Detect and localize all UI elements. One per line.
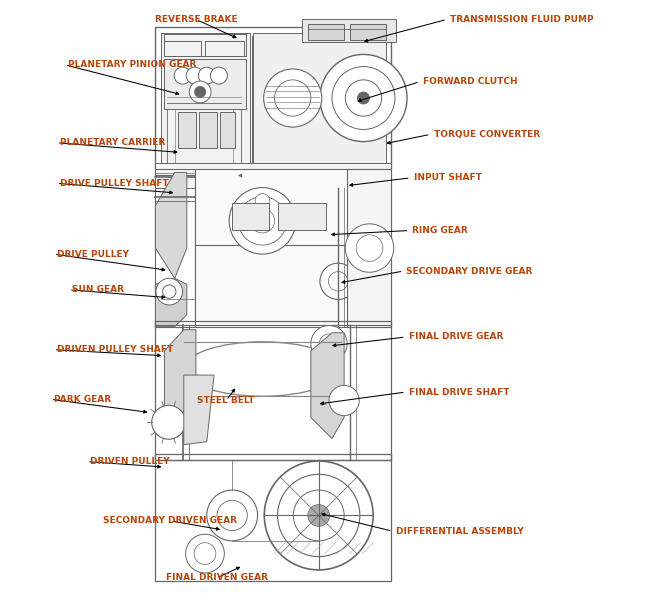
Circle shape <box>265 461 373 570</box>
Circle shape <box>345 224 393 272</box>
Text: PLANETARY PINION GEAR: PLANETARY PINION GEAR <box>68 60 196 69</box>
Bar <box>155 27 392 169</box>
Bar <box>350 24 386 40</box>
Text: FINAL DRIVE GEAR: FINAL DRIVE GEAR <box>409 333 503 341</box>
Circle shape <box>156 278 182 305</box>
Circle shape <box>329 385 359 416</box>
Bar <box>347 169 392 327</box>
Text: FORWARD CLUTCH: FORWARD CLUTCH <box>423 77 517 86</box>
Circle shape <box>328 272 348 291</box>
Text: RING GEAR: RING GEAR <box>413 226 468 235</box>
Bar <box>178 112 196 148</box>
Circle shape <box>320 54 407 142</box>
Text: PLANETARY CARRIER: PLANETARY CARRIER <box>60 139 165 147</box>
Text: DRIVE PULLEY SHAFT: DRIVE PULLEY SHAFT <box>60 179 168 188</box>
Polygon shape <box>164 330 196 427</box>
Circle shape <box>255 194 270 208</box>
Circle shape <box>186 534 224 573</box>
Text: PARK GEAR: PARK GEAR <box>54 395 111 404</box>
Circle shape <box>207 490 258 541</box>
Bar <box>232 203 268 230</box>
Text: STEEL BELT: STEEL BELT <box>197 396 255 405</box>
Circle shape <box>174 67 191 84</box>
Circle shape <box>356 235 383 261</box>
Circle shape <box>320 263 356 299</box>
Bar <box>155 321 392 460</box>
Polygon shape <box>184 375 214 445</box>
Circle shape <box>217 500 247 531</box>
Circle shape <box>194 543 216 564</box>
Bar <box>155 169 195 327</box>
Circle shape <box>229 188 295 254</box>
Circle shape <box>308 505 330 526</box>
Circle shape <box>357 92 370 104</box>
Text: SECONDARY DRIVE GEAR: SECONDARY DRIVE GEAR <box>407 267 533 275</box>
Bar <box>155 454 392 581</box>
Text: DRIVEN PULLEY SHAFT: DRIVEN PULLEY SHAFT <box>57 345 173 354</box>
Circle shape <box>152 405 186 439</box>
Circle shape <box>332 67 395 129</box>
Circle shape <box>238 197 287 245</box>
Polygon shape <box>311 333 344 439</box>
Text: SECONDARY DRIVEN GEAR: SECONDARY DRIVEN GEAR <box>103 517 238 525</box>
Circle shape <box>264 69 322 127</box>
Text: TRANSMISSION FLUID PUMP: TRANSMISSION FLUID PUMP <box>450 15 594 24</box>
Bar <box>164 41 201 56</box>
Circle shape <box>211 67 228 84</box>
Text: FINAL DRIVE SHAFT: FINAL DRIVE SHAFT <box>409 388 509 396</box>
Circle shape <box>186 67 203 84</box>
Circle shape <box>274 80 311 116</box>
Bar <box>164 34 246 56</box>
Text: SUN GEAR: SUN GEAR <box>72 286 124 294</box>
Circle shape <box>293 490 344 541</box>
Circle shape <box>163 285 176 298</box>
Circle shape <box>250 209 274 233</box>
Text: REVERSE BRAKE: REVERSE BRAKE <box>155 15 238 24</box>
Bar <box>253 33 386 163</box>
Text: INPUT SHAFT: INPUT SHAFT <box>414 174 482 182</box>
Text: DIFFERENTIAL ASSEMBLY: DIFFERENTIAL ASSEMBLY <box>395 527 523 535</box>
Text: DRIVE PULLEY: DRIVE PULLEY <box>57 250 129 258</box>
Polygon shape <box>155 278 187 327</box>
Bar <box>155 163 392 188</box>
Bar <box>308 24 344 40</box>
Bar <box>278 203 326 230</box>
Bar <box>302 19 395 42</box>
Bar <box>220 112 235 148</box>
Bar <box>205 41 244 56</box>
Circle shape <box>345 80 382 116</box>
Circle shape <box>195 87 205 97</box>
Circle shape <box>319 334 339 353</box>
Circle shape <box>198 67 215 84</box>
Bar <box>199 112 217 148</box>
Circle shape <box>311 325 347 362</box>
Text: TORQUE CONVERTER: TORQUE CONVERTER <box>434 130 540 139</box>
Circle shape <box>278 474 360 557</box>
Polygon shape <box>155 172 187 278</box>
Text: DRIVEN PULLEY: DRIVEN PULLEY <box>90 457 170 466</box>
Circle shape <box>190 81 211 103</box>
Bar <box>195 169 392 327</box>
Bar <box>161 33 250 163</box>
Text: FINAL DRIVEN GEAR: FINAL DRIVEN GEAR <box>166 574 268 582</box>
Bar <box>164 59 246 109</box>
